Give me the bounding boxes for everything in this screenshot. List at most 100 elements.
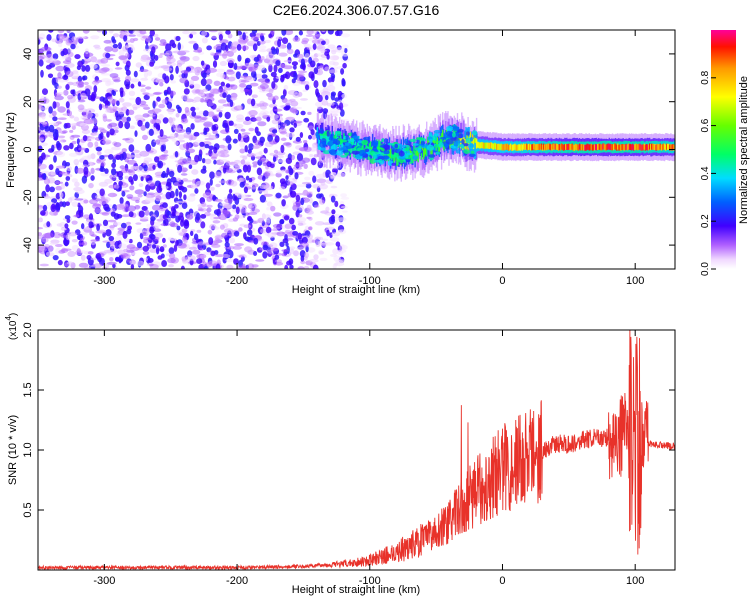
heatmap-noise-speck: [158, 65, 164, 69]
heatmap-noise-speck: [149, 234, 156, 240]
heatmap-noise-speck: [210, 186, 215, 191]
heatmap-noise-speck: [178, 66, 183, 73]
heatmap-signal-cell: [482, 142, 484, 149]
heatmap-noise-speck: [107, 219, 117, 223]
heatmap-noise-speck: [190, 230, 194, 236]
heatmap-noise-speck: [258, 190, 266, 193]
heatmap-noise-speck: [142, 251, 150, 255]
heatmap-signal-cell: [472, 139, 475, 150]
heatmap-noise-speck: [224, 241, 230, 248]
heatmap-noise-speck: [273, 212, 282, 217]
heatmap-signal-blob: [445, 138, 454, 145]
heatmap-noise-speck: [328, 69, 338, 74]
heatmap-signal-cell: [491, 143, 494, 150]
heatmap-noise-speck: [153, 66, 160, 70]
heatmap-noise-speck: [297, 232, 302, 240]
heatmap-noise-speck: [257, 121, 267, 127]
heatmap-noise-speck: [339, 244, 348, 251]
heatmap-noise-speck: [195, 212, 201, 221]
heatmap-signal-cell: [506, 143, 509, 150]
heatmap-signal-cell: [526, 144, 529, 151]
multiplier-close: ): [8, 313, 19, 316]
heatmap-noise-speck: [99, 198, 109, 205]
heatmap-signal-cell: [481, 141, 483, 148]
heatmap-signal-cell: [651, 143, 653, 150]
multiplier-base: (x10: [8, 320, 19, 340]
heatmap-noise-speck: [282, 123, 288, 127]
heatmap-noise-speck: [328, 216, 336, 225]
heatmap-noise-speck: [121, 190, 126, 197]
heatmap-noise-speck: [327, 44, 336, 49]
heatmap-noise-speck: [248, 143, 254, 151]
heatmap-signal-blob: [409, 138, 417, 143]
heatmap-noise-speck: [205, 182, 211, 190]
heatmap-noise-speck: [180, 50, 190, 53]
heatmap-signal-cell: [330, 142, 332, 153]
heatmap-noise-speck: [202, 165, 207, 171]
heatmap-noise-speck: [210, 250, 216, 257]
heatmap-noise-speck: [190, 75, 200, 81]
heatmap-noise-speck: [248, 110, 258, 116]
heatmap-noise-speck: [84, 48, 89, 55]
heatmap-noise-speck: [143, 157, 153, 163]
heatmap-noise-speck: [169, 74, 174, 81]
heatmap-noise-speck: [99, 132, 104, 140]
heatmap-noise-speck: [203, 130, 208, 135]
heatmap-signal-cell: [553, 143, 555, 150]
heatmap-noise-speck: [324, 95, 329, 101]
heatmap-noise-speck: [178, 191, 182, 199]
heatmap-signal-cell: [594, 144, 597, 151]
heatmap-noise-speck: [121, 106, 128, 112]
heatmap-noise-speck: [108, 154, 114, 160]
heatmap-signal-cell: [559, 144, 562, 151]
heatmap-noise-speck: [99, 155, 105, 160]
heatmap-noise-speck: [51, 144, 55, 152]
heatmap-noise-speck: [162, 117, 169, 124]
heatmap-noise-speck: [194, 117, 202, 123]
heatmap-noise-speck: [117, 227, 125, 231]
heatmap-noise-speck: [245, 84, 252, 90]
heatmap-noise-speck: [78, 242, 86, 246]
heatmap-noise-speck: [239, 148, 246, 154]
heatmap-noise-speck: [221, 209, 230, 215]
heatmap-noise-speck: [170, 176, 177, 183]
colorbar-ticks: 0.0 0.2 0.4 0.6 0.8: [700, 70, 716, 276]
heatmap-noise-speck: [67, 250, 76, 257]
heatmap-signal-cell: [649, 143, 651, 150]
heatmap-noise-speck: [236, 104, 243, 110]
heatmap-noise-speck: [65, 234, 71, 241]
heatmap-noise-speck: [307, 111, 312, 115]
heatmap-signal-cell: [521, 144, 523, 151]
heatmap-signal-blob: [446, 125, 454, 132]
heatmap-noise-speck: [81, 223, 85, 230]
heatmap-noise-speck: [99, 167, 106, 172]
heatmap-noise-speck: [293, 120, 303, 124]
heatmap-noise-speck: [285, 102, 291, 106]
heatmap-signal-cell: [519, 144, 521, 151]
heatmap-noise-speck: [330, 164, 340, 169]
heatmap-signal-cell: [463, 120, 465, 149]
heatmap-signal-cell: [604, 144, 606, 151]
heatmap-signal-cell: [549, 143, 551, 150]
heatmap-noise-speck: [121, 31, 131, 36]
heatmap-noise-speck: [280, 137, 287, 141]
heatmap-signal-cell: [615, 143, 617, 150]
heatmap-noise-speck: [332, 264, 337, 269]
heatmap-noise-speck: [211, 115, 220, 120]
heatmap-noise-speck: [283, 84, 289, 91]
heatmap-noise-speck: [114, 67, 123, 70]
heatmap-noise-speck: [243, 197, 254, 202]
heatmap-noise-speck: [82, 111, 89, 117]
heatmap-noise-speck: [269, 114, 279, 120]
heatmap-signal-blob: [333, 135, 337, 139]
heatmap-noise-speck: [281, 30, 287, 36]
heatmap-noise-speck: [220, 42, 227, 51]
heatmap-signal-cell: [638, 143, 640, 150]
heatmap-noise-speck: [308, 170, 315, 176]
heatmap-noise-speck: [252, 161, 259, 166]
heatmap-signal-cell: [673, 144, 675, 151]
heatmap-noise-speck: [326, 229, 330, 237]
heatmap-signal-cell: [437, 144, 440, 154]
heatmap-signal-blob: [428, 154, 436, 158]
y-tick-label: 1.5: [22, 382, 34, 397]
